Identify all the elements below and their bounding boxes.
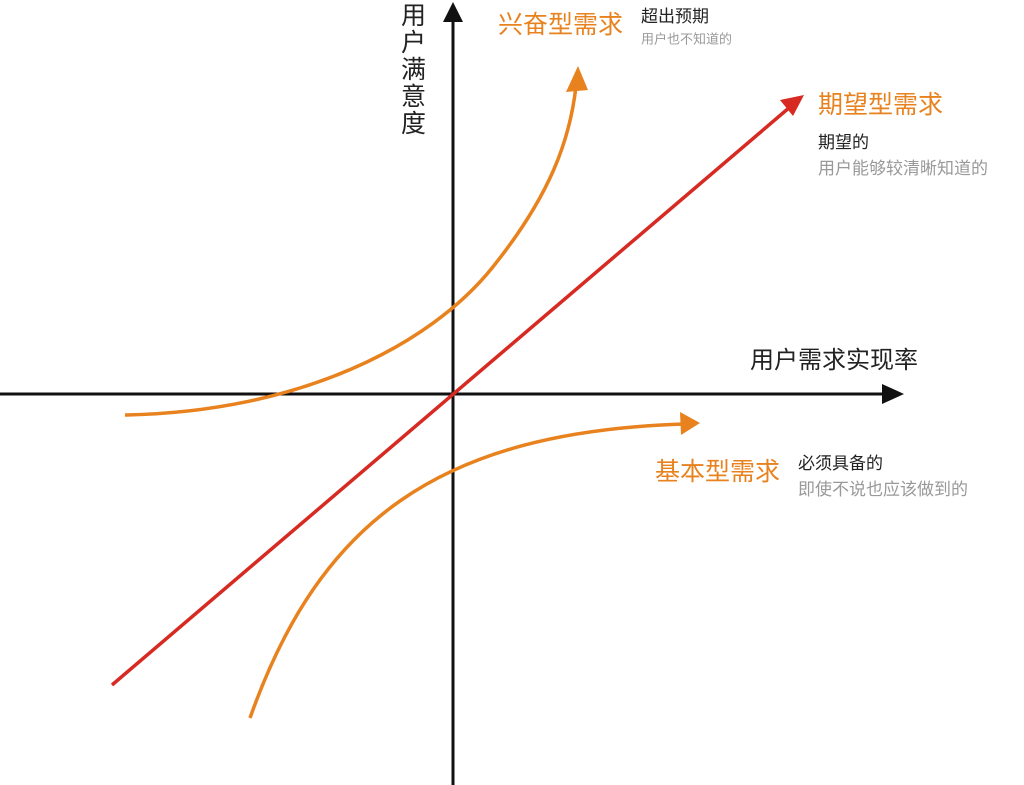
performance-label: 期望型需求 xyxy=(818,90,943,119)
x-axis-arrow xyxy=(882,384,904,404)
basic-note: 必须具备的 xyxy=(798,454,883,474)
x-axis-label: 用户需求实现率 xyxy=(750,346,918,374)
basic-label: 基本型需求 xyxy=(655,457,780,486)
excitement-arrow xyxy=(566,66,588,92)
y-axis-arrow xyxy=(443,2,463,22)
performance-arrow xyxy=(780,95,804,116)
performance-note: 期望的 xyxy=(818,133,869,153)
y-axis-label: 用户满意度 xyxy=(398,2,427,137)
excitement-label: 兴奋型需求 xyxy=(498,10,623,39)
basic-arrow xyxy=(680,412,700,435)
performance-detail: 用户能够较清晰知道的 xyxy=(818,159,988,179)
basic-detail: 即使不说也应该做到的 xyxy=(798,479,968,500)
excitement-curve xyxy=(124,85,578,417)
excitement-detail: 用户也不知道的 xyxy=(641,32,732,48)
excitement-note: 超出预期 xyxy=(641,7,709,27)
basic-curve xyxy=(248,422,685,719)
performance-line xyxy=(110,105,792,687)
